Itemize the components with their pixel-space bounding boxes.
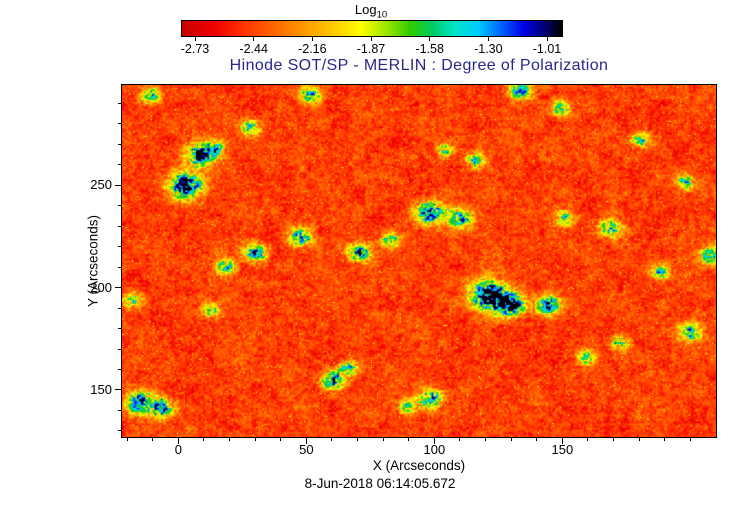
x-tick	[177, 438, 179, 444]
colorbar-tick	[546, 37, 548, 41]
x-tick-label: 100	[423, 442, 446, 457]
x-minor-tick	[280, 438, 282, 441]
colorbar-tick-label: -1.87	[356, 42, 386, 56]
y-minor-tick	[118, 430, 121, 432]
colorbar-tick	[311, 37, 313, 41]
x-tick	[561, 438, 563, 444]
x-minor-tick	[587, 438, 589, 441]
x-minor-tick	[638, 438, 640, 441]
x-tick	[305, 438, 307, 444]
y-minor-tick	[118, 143, 121, 145]
plot-area	[121, 84, 717, 438]
y-minor-tick	[118, 266, 121, 268]
x-axis-label: X (Arcseconds)	[372, 458, 466, 473]
colorbar-tick-label: -2.44	[239, 42, 268, 56]
x-minor-tick	[152, 438, 154, 441]
colorbar-tick-label: -1.30	[474, 42, 503, 56]
x-tick-label: 150	[551, 442, 574, 457]
colorbar-tick	[253, 37, 255, 41]
x-minor-tick	[689, 438, 691, 441]
x-minor-tick	[510, 438, 512, 441]
y-minor-tick	[118, 246, 121, 248]
colorbar-tick	[370, 37, 372, 41]
y-minor-tick	[118, 164, 121, 166]
timestamp: 8-Jun-2018 06:14:05.672	[304, 476, 456, 491]
colorbar-tick	[194, 37, 196, 41]
x-minor-tick	[485, 438, 487, 441]
y-minor-tick	[118, 409, 121, 411]
colorbar-tick-label: -1.01	[532, 42, 562, 56]
x-minor-tick	[203, 438, 205, 441]
x-minor-tick	[459, 438, 461, 441]
colorbar-tick	[487, 37, 489, 41]
plot-title: Hinode SOT/SP - MERLIN : Degree of Polar…	[229, 57, 609, 74]
y-tick	[115, 184, 121, 186]
y-minor-tick	[118, 328, 121, 330]
y-minor-tick	[118, 225, 121, 227]
x-minor-tick	[536, 438, 538, 441]
y-tick	[115, 287, 121, 289]
colorbar-tick-label: -1.58	[415, 42, 444, 56]
x-minor-tick	[408, 438, 410, 441]
colorbar-tick	[429, 37, 431, 41]
colorbar	[181, 20, 563, 37]
y-tick-label: 200	[90, 279, 112, 295]
x-tick	[433, 438, 435, 444]
colorbar-title-text: Log	[354, 2, 377, 17]
y-tick-label: 150	[90, 381, 112, 397]
y-minor-tick	[118, 205, 121, 207]
x-tick-label: 0	[174, 442, 182, 457]
x-minor-tick	[357, 438, 359, 441]
x-minor-tick	[331, 438, 333, 441]
x-tick-label: 50	[299, 442, 314, 457]
y-minor-tick	[118, 307, 121, 309]
y-minor-tick	[118, 348, 121, 350]
x-minor-tick	[254, 438, 256, 441]
y-minor-tick	[118, 368, 121, 370]
y-tick-label: 250	[90, 177, 112, 193]
y-tick	[115, 389, 121, 391]
x-minor-tick	[664, 438, 666, 441]
x-minor-tick	[382, 438, 384, 441]
y-minor-tick	[118, 123, 121, 125]
x-minor-tick	[126, 438, 128, 441]
x-minor-tick	[613, 438, 615, 441]
colorbar-canvas	[182, 21, 562, 36]
colorbar-tick-label: -2.16	[298, 42, 327, 56]
colorbar-tick-label: -2.73	[180, 42, 210, 56]
colorbar-title-subscript: 10	[376, 9, 388, 21]
colorbar-title: Log10	[181, 2, 561, 21]
heatmap-canvas	[122, 85, 716, 437]
x-minor-tick	[229, 438, 231, 441]
y-minor-tick	[118, 102, 121, 104]
